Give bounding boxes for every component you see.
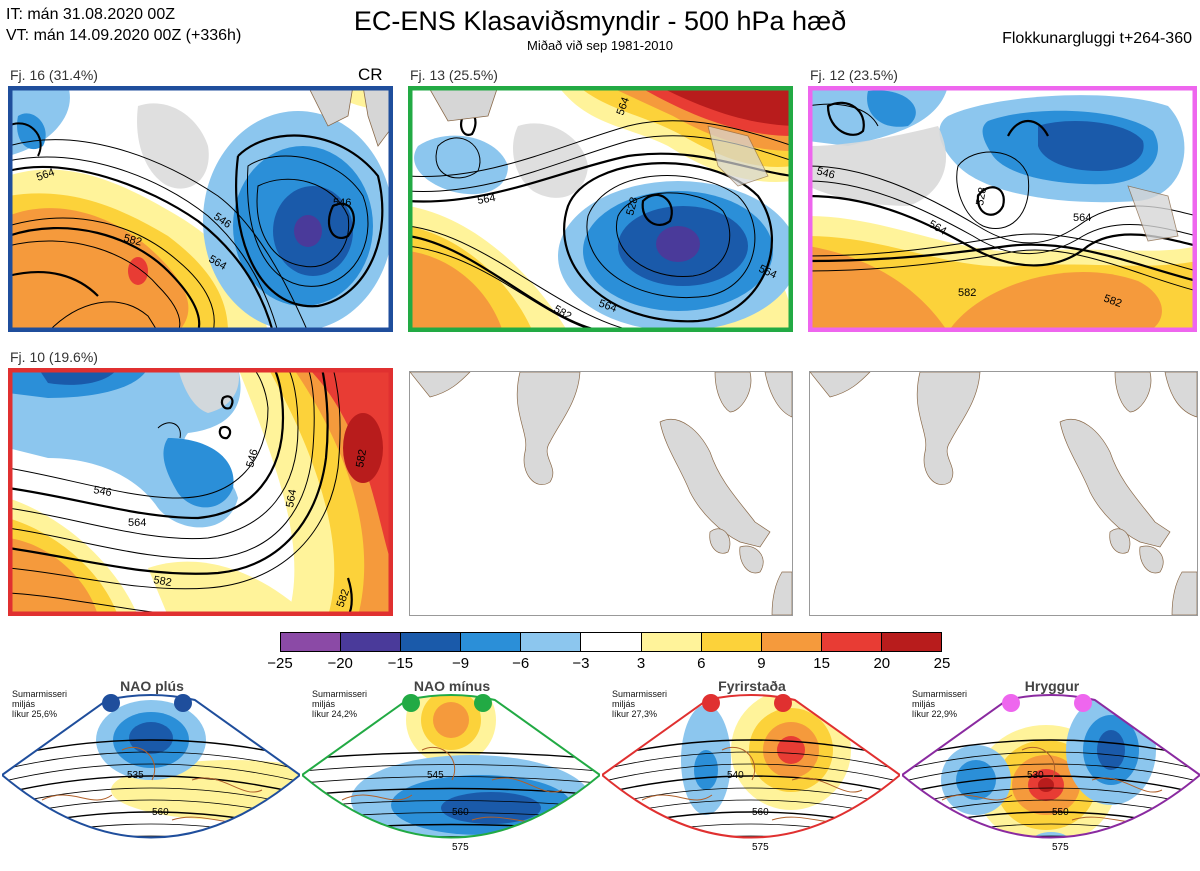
colorbar-tick: −3 [572,655,590,672]
regime-title: NAO plús [120,678,184,694]
regime-title: Fyrirstaða [718,678,786,694]
contour-label: 564 [284,488,299,508]
contour-label: 564 [35,166,56,184]
regime-contour-label: 560 [452,807,469,818]
regime-contour-label: 575 [452,842,469,853]
colorbar-segment [521,633,582,651]
regime-title: NAO mínus [413,678,491,694]
regime-contour-label: 575 [752,842,769,853]
contour-label: 564 [128,517,146,529]
regime-map: 535 560 [2,694,300,839]
colorbar-tick: 6 [697,655,706,672]
regime-contour-label: 560 [152,807,169,818]
contour-label: 546 [815,165,836,181]
empty-map-1 [409,371,793,616]
contour-label: 546 [244,448,260,469]
contour-label: 528 [624,196,640,217]
colorbar-segment [701,633,762,651]
regime-contour-label: 545 [427,770,444,781]
colorbar-segment [461,633,522,651]
initial-time: IT: mán 31.08.2020 00Z [6,6,175,23]
page-title: EC-ENS Klasaviðsmyndir - 500 hPa hæð [353,6,847,36]
colorbar-segment [341,633,402,651]
contour-label: 582 [122,232,143,248]
regime-contour-label: 575 [1052,842,1069,853]
header-times: IT: mán 31.08.2020 00Z VT: mán 14.09.202… [6,4,241,46]
colorbar-tick: 15 [813,655,830,672]
contour-label: 564 [615,96,633,117]
colorbar-segment [581,633,642,651]
contour-label: 582 [354,448,369,468]
regime-note: Sumarmisseri miljás líkur 24,2% [312,689,368,719]
colorbar-tick: −25 [267,655,293,672]
regime-contour-label: 535 [127,770,144,781]
contour-label: 564 [476,192,496,207]
colorbar-segment [281,633,342,651]
regime-note: Sumarmisseri miljás líkur 27,3% [612,689,668,719]
colorbar-segment [401,633,462,651]
colorbar-tick: 3 [636,655,646,672]
regime-contour-label: 540 [727,770,744,781]
regime-contour-label: 550 [1052,807,1069,818]
regime-note: Sumarmisseri miljás líkur 22,9% [912,689,968,719]
cluster-map-1[interactable]: 564 582 564 546 546 [8,86,393,332]
cluster-2-label: Fj. 13 (25.5%) [410,67,498,83]
control-run-tag: CR [358,65,383,84]
colorbar-segment [881,633,942,651]
colorbar-tick: 20 [873,655,891,672]
contour-label: 546 [333,197,351,209]
cluster-map-3[interactable]: 546 528 564 582 564 582 [808,86,1197,332]
contour-label: 582 [1102,293,1123,311]
colorbar-tick: 25 [933,655,951,672]
contour-label: 582 [958,287,976,299]
regime-map: 540 560 575 [602,694,900,853]
regime-map: 530 550 575 [902,694,1200,853]
regime-contour-label: 560 [752,807,769,818]
cluster-frame [408,86,793,332]
page-subtitle: Miðað við sep 1981-2010 [527,38,673,53]
regime-title: Hryggur [1024,678,1080,694]
regime-contour-label: 530 [1027,770,1044,781]
empty-map-2 [809,371,1198,616]
contour-label: 546 [92,484,112,499]
cluster-map-4[interactable]: 546 564 582 546 564 582 582 [8,368,393,616]
valid-time: VT: mán 14.09.2020 00Z (+336h) [6,27,242,44]
contour-label: 564 [1073,212,1091,224]
regime-map: 545 560 575 [302,694,600,853]
cluster-frame [808,86,1197,332]
cluster-3-label: Fj. 12 (23.5%) [810,67,898,83]
cluster-frame [8,368,393,616]
contour-label: 564 [597,298,618,316]
colorbar [280,632,942,652]
contour-label: 528 [974,186,989,206]
colorbar-tick: −20 [327,655,353,672]
colorbar-tick: 9 [757,655,766,672]
cluster-4-label: Fj. 10 (19.6%) [10,349,98,365]
colorbar-tick: −6 [512,655,530,672]
cluster-1-label: Fj. 16 (31.4%) [10,67,98,83]
colorbar-tick: −9 [451,655,470,672]
colorbar-segment [761,633,822,651]
cluster-map-2[interactable]: 564 528 564 582 564 564 [408,86,793,332]
contour-label: 582 [335,588,353,609]
contour-label: 582 [152,574,172,589]
colorbar-segment [641,633,702,651]
regime-note: Sumarmisseri miljás líkur 25,6% [12,689,68,719]
cluster-frame [8,86,393,332]
colorbar-segment [821,633,882,651]
classification-window: Flokkunargluggi t+264-360 [1002,30,1192,47]
colorbar-tick: −15 [387,655,414,672]
